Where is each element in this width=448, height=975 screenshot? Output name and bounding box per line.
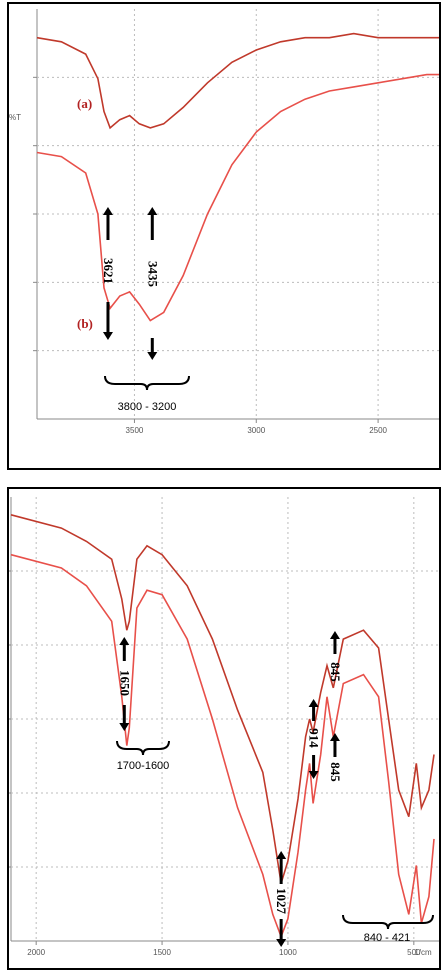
peak-label-845-lower: 845 xyxy=(328,762,343,782)
range-brace xyxy=(104,375,190,391)
arrow-914-up-head xyxy=(308,699,319,707)
peak-label-1027: 1027 xyxy=(274,888,289,915)
range-label: 3800 - 3200 xyxy=(118,401,177,413)
arrow-3621-up-head xyxy=(102,207,113,215)
series-line-a xyxy=(36,32,439,130)
range-brace-840-421 xyxy=(342,914,434,930)
arrow-1650-up-head xyxy=(119,637,130,645)
arrow-845-upper-head xyxy=(329,631,340,639)
peak-label-845-upper: 845 xyxy=(328,662,343,682)
arrow-1650-down-head xyxy=(119,723,130,731)
x-unit-label: 1/cm xyxy=(414,948,432,957)
arrow-1027-down-head xyxy=(276,939,287,947)
arrow-3435-up-head xyxy=(147,207,158,215)
ftir-panel-low-wavenumber: 2000 1500 1000 500 1/cm 1650 1700-1600 1027 914 8… xyxy=(7,487,441,970)
x-tick-label: 3000 xyxy=(247,426,265,435)
sample-label-a: (a) xyxy=(77,96,92,111)
x-tick-label: 1000 xyxy=(279,948,297,957)
ftir-panel-high-wavenumber: 3500 3000 2500 %T (a) (b) 3621 3435 3800 - 3200 xyxy=(7,2,441,470)
peak-label-3621: 3621 xyxy=(101,258,116,284)
x-tick-label: 2000 xyxy=(27,948,45,957)
range-label-1700-1600: 1700-1600 xyxy=(117,760,170,772)
arrow-1027-up-head xyxy=(276,851,287,859)
arrow-914-down-head xyxy=(308,771,319,779)
series-line-a xyxy=(10,514,435,884)
range-brace-1700-1600 xyxy=(116,740,170,756)
peak-label-1650: 1650 xyxy=(117,670,132,696)
arrow-845-lower-head xyxy=(329,733,340,741)
chart-top-svg: 3500 3000 2500 %T (a) (b) 3621 3435 3800 - 3200 xyxy=(9,9,439,435)
x-tick-label: 2500 xyxy=(369,426,387,435)
y-axis-label: %T xyxy=(9,113,21,122)
series-line-b xyxy=(10,553,435,939)
sample-label-b: (b) xyxy=(77,316,93,331)
x-tick-label: 3500 xyxy=(126,426,144,435)
peak-label-3435: 3435 xyxy=(145,261,160,288)
x-tick-label: 500 xyxy=(407,948,421,957)
peak-label-914: 914 xyxy=(307,728,322,748)
series-line-b xyxy=(36,73,439,322)
range-label-840-421: 840 - 421 xyxy=(364,932,410,944)
arrow-3621-down-head xyxy=(102,332,113,340)
arrow-3435-down-head xyxy=(147,352,158,360)
x-tick-label: 1500 xyxy=(153,948,171,957)
